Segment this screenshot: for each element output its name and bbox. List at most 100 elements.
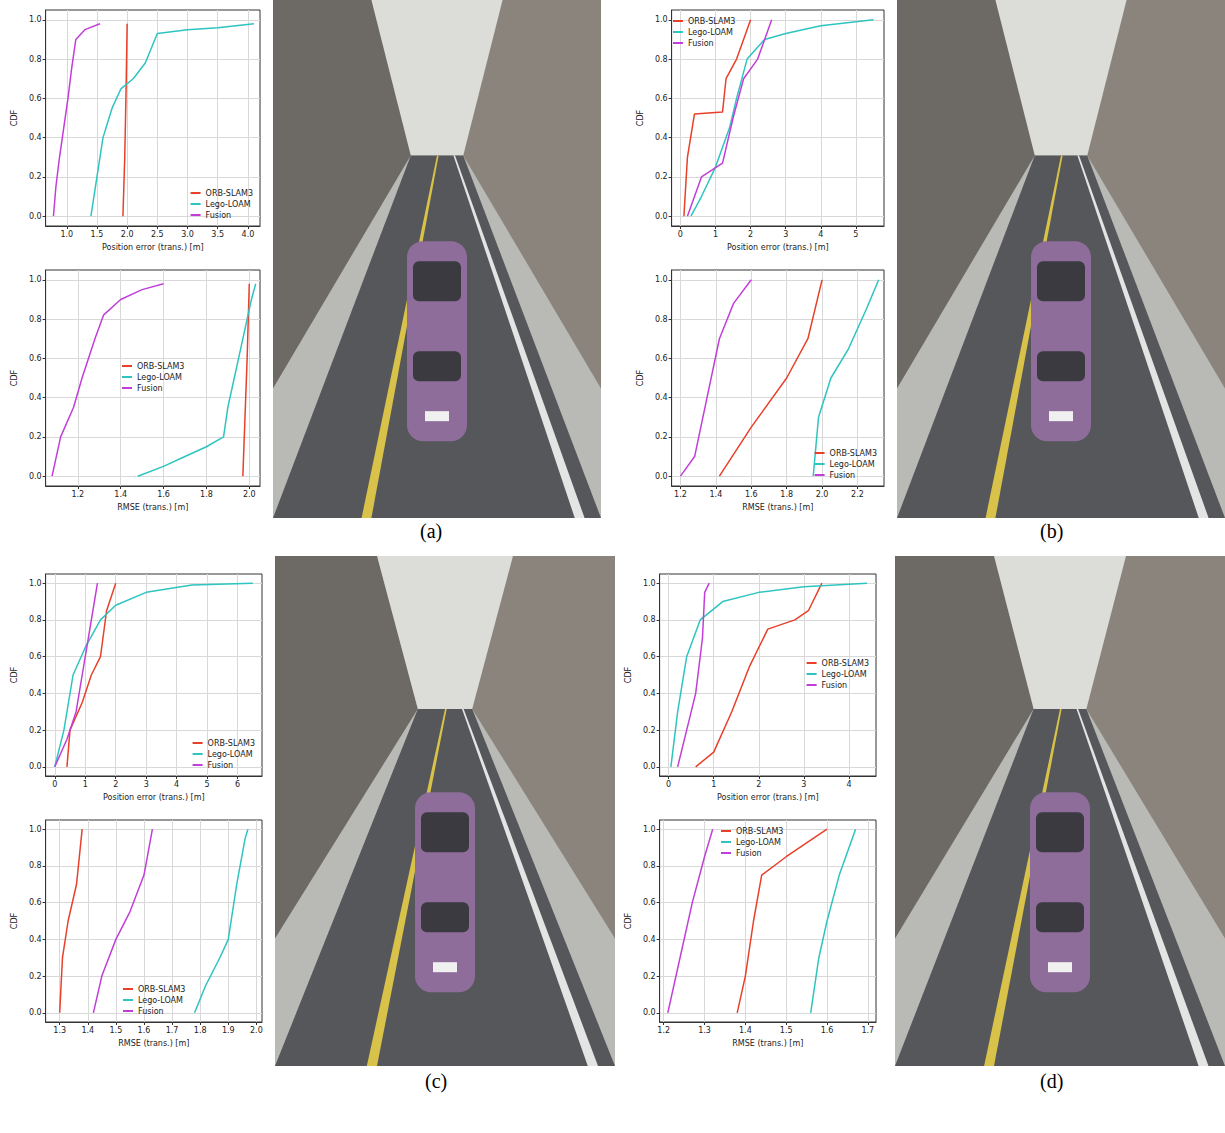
svg-text:1.0: 1.0 xyxy=(655,15,668,24)
svg-text:1: 1 xyxy=(83,780,88,789)
svg-text:0.4: 0.4 xyxy=(29,133,42,142)
svg-text:2: 2 xyxy=(756,780,761,789)
svg-text:0.2: 0.2 xyxy=(655,172,668,181)
svg-text:0.6: 0.6 xyxy=(29,652,42,661)
svg-text:CDF: CDF xyxy=(10,109,19,126)
svg-text:0.4: 0.4 xyxy=(643,689,656,698)
svg-text:1.2: 1.2 xyxy=(71,490,84,499)
svg-text:RMSE (trans.) [m]: RMSE (trans.) [m] xyxy=(118,1039,189,1048)
svg-text:0.2: 0.2 xyxy=(29,726,42,735)
svg-text:0.4: 0.4 xyxy=(29,935,42,944)
svg-text:ORB-SLAM3: ORB-SLAM3 xyxy=(688,17,735,26)
svg-text:0.8: 0.8 xyxy=(29,861,42,870)
svg-text:2.0: 2.0 xyxy=(816,490,829,499)
svg-text:1.0: 1.0 xyxy=(655,275,668,284)
svg-text:2.5: 2.5 xyxy=(151,230,164,239)
svg-text:3.5: 3.5 xyxy=(211,230,224,239)
svg-text:Fusion: Fusion xyxy=(208,761,234,770)
svg-text:Lego-LOAM: Lego-LOAM xyxy=(830,460,875,469)
svg-text:0.8: 0.8 xyxy=(29,55,42,64)
svg-text:Fusion: Fusion xyxy=(138,1007,164,1016)
svg-text:Lego-LOAM: Lego-LOAM xyxy=(137,373,182,382)
svg-text:1.0: 1.0 xyxy=(29,275,42,284)
svg-text:CDF: CDF xyxy=(636,369,645,386)
svg-text:Lego-LOAM: Lego-LOAM xyxy=(736,838,781,847)
svg-text:0.6: 0.6 xyxy=(29,94,42,103)
svg-text:1.4: 1.4 xyxy=(739,1026,752,1035)
svg-text:1.6: 1.6 xyxy=(821,1026,834,1035)
svg-text:2: 2 xyxy=(113,780,118,789)
svg-text:Lego-LOAM: Lego-LOAM xyxy=(688,28,733,37)
svg-text:Fusion: Fusion xyxy=(137,384,163,393)
svg-text:1.8: 1.8 xyxy=(194,1026,207,1035)
svg-text:0.0: 0.0 xyxy=(643,762,656,771)
svg-text:0.6: 0.6 xyxy=(655,94,668,103)
svg-text:1.0: 1.0 xyxy=(60,230,73,239)
svg-text:Fusion: Fusion xyxy=(830,471,856,480)
svg-text:RMSE (trans.) [m]: RMSE (trans.) [m] xyxy=(732,1039,803,1048)
svg-text:RMSE (trans.) [m]: RMSE (trans.) [m] xyxy=(117,503,188,512)
svg-text:0.2: 0.2 xyxy=(643,726,656,735)
svg-text:1.2: 1.2 xyxy=(674,490,687,499)
svg-text:Position error (trans.) [m]: Position error (trans.) [m] xyxy=(103,793,205,802)
svg-text:ORB-SLAM3: ORB-SLAM3 xyxy=(138,985,185,994)
svg-text:0.2: 0.2 xyxy=(655,432,668,441)
svg-text:0.2: 0.2 xyxy=(29,172,42,181)
svg-text:1.8: 1.8 xyxy=(200,490,213,499)
svg-text:1.6: 1.6 xyxy=(157,490,170,499)
svg-text:ORB-SLAM3: ORB-SLAM3 xyxy=(206,189,253,198)
svg-text:2: 2 xyxy=(748,230,753,239)
svg-text:0: 0 xyxy=(666,780,671,789)
svg-text:0.4: 0.4 xyxy=(643,935,656,944)
svg-text:2.0: 2.0 xyxy=(243,490,256,499)
svg-text:1.5: 1.5 xyxy=(110,1026,123,1035)
svg-text:1.9: 1.9 xyxy=(222,1026,235,1035)
svg-text:2.0: 2.0 xyxy=(250,1026,263,1035)
svg-text:Fusion: Fusion xyxy=(822,681,848,690)
svg-text:0: 0 xyxy=(52,780,57,789)
svg-text:3: 3 xyxy=(801,780,806,789)
svg-text:1.6: 1.6 xyxy=(138,1026,151,1035)
svg-text:3: 3 xyxy=(783,230,788,239)
svg-text:0.2: 0.2 xyxy=(29,432,42,441)
svg-text:0.8: 0.8 xyxy=(655,315,668,324)
svg-text:ORB-SLAM3: ORB-SLAM3 xyxy=(137,362,184,371)
svg-text:1.5: 1.5 xyxy=(780,1026,793,1035)
svg-text:1.0: 1.0 xyxy=(643,825,656,834)
svg-text:1.6: 1.6 xyxy=(745,490,758,499)
svg-text:0.6: 0.6 xyxy=(655,354,668,363)
svg-text:0.8: 0.8 xyxy=(643,615,656,624)
svg-text:Fusion: Fusion xyxy=(736,849,762,858)
svg-text:CDF: CDF xyxy=(10,912,19,929)
svg-text:0.2: 0.2 xyxy=(29,972,42,981)
svg-text:0.6: 0.6 xyxy=(29,354,42,363)
svg-text:0.0: 0.0 xyxy=(29,212,42,221)
svg-text:CDF: CDF xyxy=(624,912,633,929)
svg-text:0.4: 0.4 xyxy=(655,133,668,142)
svg-text:0.2: 0.2 xyxy=(643,972,656,981)
svg-text:1: 1 xyxy=(713,230,718,239)
svg-text:5: 5 xyxy=(205,780,210,789)
svg-text:1.7: 1.7 xyxy=(166,1026,179,1035)
svg-text:0.6: 0.6 xyxy=(29,898,42,907)
svg-text:0.8: 0.8 xyxy=(29,315,42,324)
svg-text:RMSE (trans.) [m]: RMSE (trans.) [m] xyxy=(742,503,813,512)
svg-text:0.8: 0.8 xyxy=(29,615,42,624)
svg-text:0.0: 0.0 xyxy=(643,1008,656,1017)
svg-text:Lego-LOAM: Lego-LOAM xyxy=(208,750,253,759)
svg-text:1.2: 1.2 xyxy=(657,1026,670,1035)
svg-text:Fusion: Fusion xyxy=(688,39,714,48)
svg-text:1.3: 1.3 xyxy=(53,1026,66,1035)
svg-text:3.0: 3.0 xyxy=(181,230,194,239)
svg-text:1.8: 1.8 xyxy=(780,490,793,499)
svg-text:0.0: 0.0 xyxy=(655,472,668,481)
svg-text:Lego-LOAM: Lego-LOAM xyxy=(138,996,183,1005)
svg-text:0.4: 0.4 xyxy=(29,689,42,698)
svg-text:1.0: 1.0 xyxy=(29,15,42,24)
svg-text:4.0: 4.0 xyxy=(242,230,255,239)
svg-text:Position error (trans.) [m]: Position error (trans.) [m] xyxy=(727,243,829,252)
svg-text:0: 0 xyxy=(678,230,683,239)
svg-text:ORB-SLAM3: ORB-SLAM3 xyxy=(208,739,255,748)
svg-text:CDF: CDF xyxy=(10,369,19,386)
svg-text:1.3: 1.3 xyxy=(698,1026,711,1035)
